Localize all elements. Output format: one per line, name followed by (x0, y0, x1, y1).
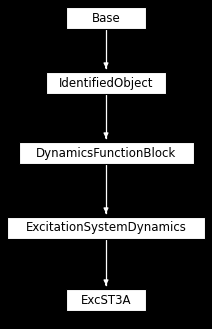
FancyBboxPatch shape (7, 217, 205, 239)
Text: ExcitationSystemDynamics: ExcitationSystemDynamics (26, 221, 186, 235)
FancyBboxPatch shape (66, 7, 146, 29)
Text: DynamicsFunctionBlock: DynamicsFunctionBlock (36, 146, 176, 160)
FancyBboxPatch shape (66, 289, 146, 311)
FancyBboxPatch shape (46, 72, 166, 94)
FancyBboxPatch shape (18, 142, 194, 164)
Text: Base: Base (92, 12, 120, 24)
Text: ExcST3A: ExcST3A (81, 293, 131, 307)
Text: IdentifiedObject: IdentifiedObject (59, 77, 153, 89)
